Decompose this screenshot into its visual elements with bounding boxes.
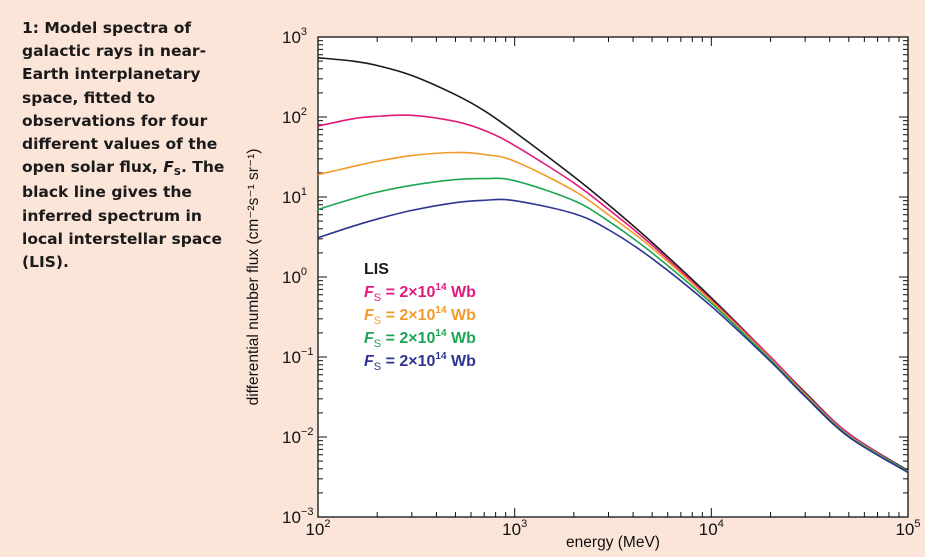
y-tick-label: 10−2: [282, 426, 313, 447]
y-axis-label: differential number flux (cm⁻²s⁻¹ sr⁻¹): [245, 149, 262, 406]
figure-caption: 1: Model spectra of galactic rays in nea…: [22, 17, 227, 274]
y-tick-labels: 103 102 101 100 10−1 10−2 10−3: [282, 26, 313, 527]
y-tick-label: 10−3: [282, 506, 313, 527]
x-tick-label: 104: [699, 518, 724, 539]
x-tick-label: 103: [502, 518, 527, 539]
caption-prefix: 1: Model spectra of galactic rays in nea…: [22, 19, 218, 177]
series-group: [317, 56, 909, 474]
y-tick-label: 101: [282, 186, 307, 207]
series-line-4: [317, 198, 909, 474]
legend-entry-1: FS = 2×1014 Wb: [364, 282, 476, 304]
x-tick-label: 105: [895, 518, 920, 539]
axis-ticks: [317, 36, 909, 518]
legend-entry-2: FS = 2×1014 Wb: [364, 305, 476, 327]
plot-frame: [317, 36, 909, 518]
x-tick-labels: 102 103 104 105: [305, 518, 920, 539]
caption-symbol-subscript: S: [173, 167, 181, 179]
y-tick-label: 100: [282, 266, 307, 287]
y-tick-label: 10−1: [282, 346, 313, 367]
legend-entry-3: FS = 2×1014 Wb: [364, 328, 476, 350]
legend-entry-4: FS = 2×1014 Wb: [364, 351, 476, 373]
y-tick-label: 102: [282, 106, 307, 127]
x-axis-label: energy (MeV): [566, 534, 660, 551]
x-tick-label: 102: [305, 518, 330, 539]
legend-entry-0: LIS: [364, 261, 389, 278]
caption-symbol: F: [163, 158, 174, 177]
caption-suffix: . The black line gives the inferred spec…: [22, 158, 225, 272]
y-tick-label: 103: [282, 26, 307, 47]
